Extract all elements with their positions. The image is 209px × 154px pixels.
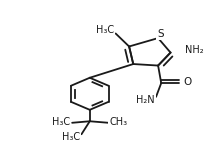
Text: NH₂: NH₂	[185, 45, 203, 55]
Text: H₃C: H₃C	[62, 132, 80, 142]
Text: H₃C: H₃C	[52, 117, 70, 127]
Text: S: S	[157, 28, 164, 38]
Text: H₃C: H₃C	[96, 25, 114, 35]
Text: H₂N: H₂N	[136, 95, 155, 105]
Text: CH₃: CH₃	[110, 117, 127, 127]
Text: O: O	[183, 77, 192, 87]
